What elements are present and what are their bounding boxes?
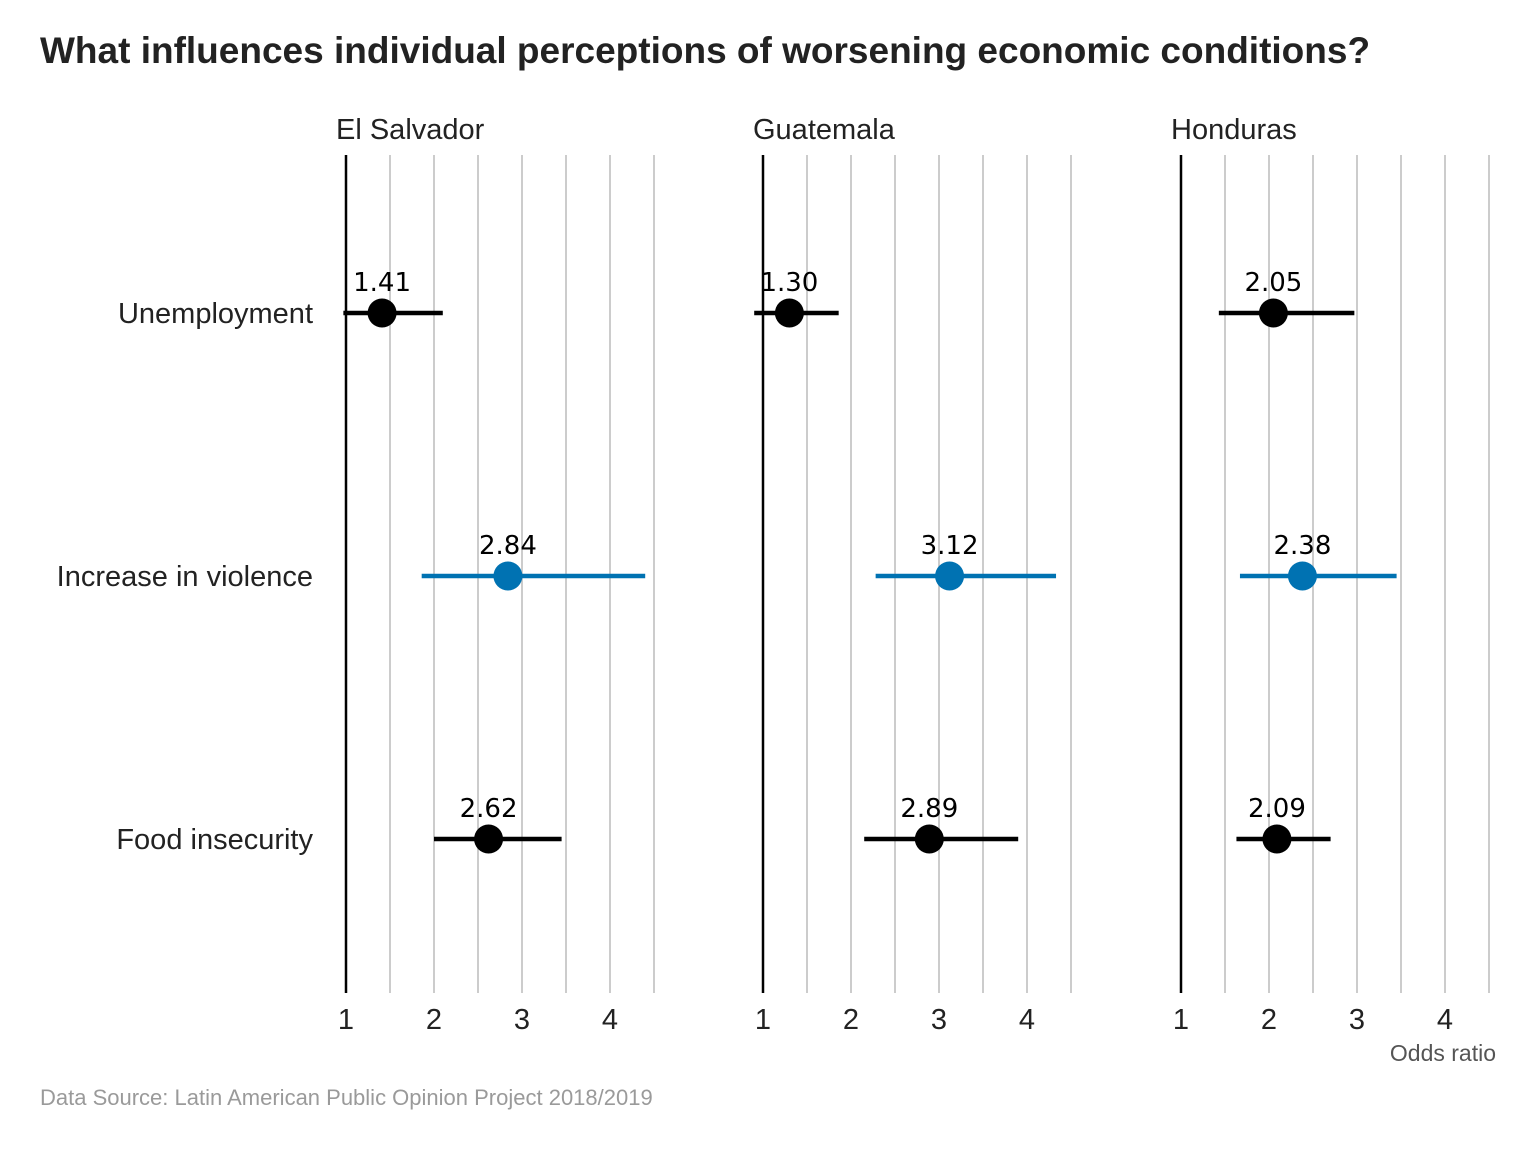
data-label: 2.09 xyxy=(1248,794,1306,824)
data-label: 1.41 xyxy=(353,268,411,298)
panel-title: El Salvador xyxy=(336,114,485,146)
panel-title: Guatemala xyxy=(753,114,896,146)
x-tick-label: 1 xyxy=(755,1004,771,1036)
category-label: Increase in violence xyxy=(57,561,313,593)
odds-ratio-point xyxy=(1262,824,1292,854)
x-tick-label: 2 xyxy=(843,1004,859,1036)
x-tick-label: 4 xyxy=(1019,1004,1035,1036)
data-label: 2.38 xyxy=(1273,531,1331,561)
odds-ratio-point xyxy=(935,561,965,591)
category-label: Unemployment xyxy=(118,298,313,330)
x-tick-label: 3 xyxy=(931,1004,947,1036)
odds-ratio-point xyxy=(367,298,397,328)
data-label: 1.30 xyxy=(760,268,818,298)
chart-title: What influences individual perceptions o… xyxy=(40,30,1371,71)
odds-ratio-point xyxy=(493,561,523,591)
data-source-note: Data Source: Latin American Public Opini… xyxy=(40,1085,653,1110)
x-tick-label: 1 xyxy=(338,1004,354,1036)
category-label: Food insecurity xyxy=(116,824,313,856)
x-tick-label: 3 xyxy=(1349,1004,1365,1036)
x-tick-label: 4 xyxy=(1437,1004,1453,1036)
data-label: 3.12 xyxy=(921,531,979,561)
odds-ratio-point xyxy=(1287,561,1317,591)
odds-ratio-point xyxy=(914,824,944,854)
odds-ratio-point xyxy=(474,824,504,854)
data-label: 2.84 xyxy=(479,531,537,561)
x-tick-label: 2 xyxy=(1261,1004,1277,1036)
panel-title: Honduras xyxy=(1171,114,1297,146)
odds-ratio-point xyxy=(1258,298,1288,328)
data-label: 2.89 xyxy=(900,794,958,824)
data-label: 2.62 xyxy=(460,794,518,824)
odds-ratio-point xyxy=(774,298,804,328)
x-tick-label: 3 xyxy=(514,1004,530,1036)
x-tick-label: 2 xyxy=(426,1004,442,1036)
x-tick-label: 1 xyxy=(1173,1004,1189,1036)
x-tick-label: 4 xyxy=(602,1004,618,1036)
x-axis-label: Odds ratio xyxy=(1390,1040,1496,1066)
data-label: 2.05 xyxy=(1244,268,1302,298)
